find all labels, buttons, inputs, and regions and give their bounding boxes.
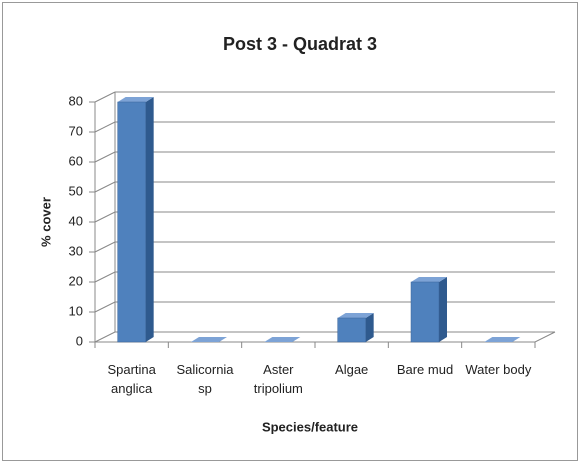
x-tick-label: Salicornia sp bbox=[176, 362, 234, 396]
grid-line bbox=[94, 121, 116, 133]
grid-line bbox=[94, 181, 116, 193]
chart-title: Post 3 - Quadrat 3 bbox=[223, 34, 377, 54]
grid-line bbox=[94, 331, 116, 343]
y-tick-label: 70 bbox=[69, 123, 83, 138]
x-tick-label: Algae bbox=[335, 362, 369, 377]
y-tick-label: 50 bbox=[69, 183, 83, 198]
bar-side bbox=[439, 277, 447, 342]
y-tick-label: 10 bbox=[69, 303, 83, 318]
y-tick-label: 40 bbox=[69, 213, 83, 228]
bar-top bbox=[191, 337, 227, 342]
x-tick-label: Bare mud bbox=[396, 362, 454, 377]
grid-line bbox=[94, 271, 116, 283]
x-tick-label: Aster tripolium bbox=[253, 362, 303, 396]
bar-top bbox=[337, 313, 374, 318]
bar-top bbox=[264, 337, 301, 342]
y-tick-label: 80 bbox=[69, 93, 83, 108]
x-axis-title: Species/feature bbox=[262, 419, 358, 434]
grid-line bbox=[94, 91, 116, 103]
x-tick-label: Water body bbox=[465, 362, 532, 377]
bar-side bbox=[145, 97, 154, 342]
bar-top bbox=[117, 97, 154, 102]
bar-top bbox=[484, 337, 521, 342]
grid-line bbox=[94, 151, 116, 163]
grid-line bbox=[94, 211, 116, 223]
grid-line bbox=[94, 301, 116, 313]
bar-side bbox=[365, 313, 374, 342]
bar bbox=[117, 101, 146, 343]
x-tick-label: Spartina anglica bbox=[107, 362, 156, 396]
y-tick-label: 60 bbox=[69, 153, 83, 168]
y-tick-label: 0 bbox=[76, 333, 83, 348]
bar-top bbox=[411, 277, 447, 282]
bar bbox=[337, 317, 366, 343]
y-axis-title: % cover bbox=[38, 197, 53, 247]
grid-line bbox=[94, 241, 116, 253]
y-tick-label: 20 bbox=[69, 273, 83, 288]
bar bbox=[410, 281, 440, 343]
y-tick-label: 30 bbox=[69, 243, 83, 258]
